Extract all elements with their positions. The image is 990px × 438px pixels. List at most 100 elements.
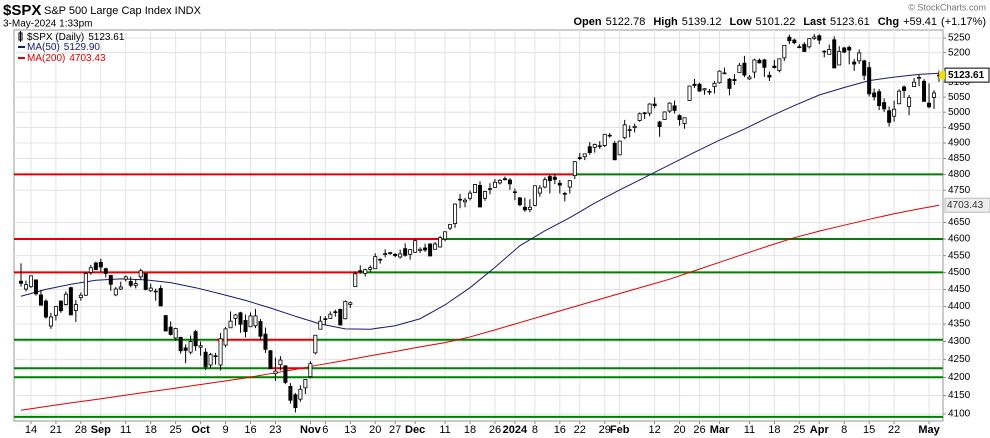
candle-body — [213, 355, 218, 357]
candle-body — [228, 320, 233, 329]
candle-body — [138, 270, 143, 278]
candle-body — [877, 91, 882, 106]
candle-body — [727, 78, 732, 89]
plot-frame — [13, 29, 944, 422]
candle-body — [423, 247, 428, 251]
quote-label: Chg — [878, 16, 899, 28]
quote-value: 5123.61 — [830, 16, 870, 28]
candle-body — [193, 331, 198, 347]
chart-subtitle: S&P 500 Large Cap Index INDX — [44, 5, 202, 17]
candle-body — [323, 318, 328, 320]
candle-body — [597, 145, 602, 148]
candle-body — [338, 308, 343, 326]
candle-body — [672, 105, 677, 111]
candle-body — [183, 347, 188, 351]
candle-body — [393, 253, 398, 257]
y-tick-label: 4900 — [948, 138, 971, 149]
legend-entry: MA(50) 5129.90 — [27, 42, 100, 53]
chart-date: 3-May-2024 1:33pm — [3, 19, 93, 30]
candle-body — [408, 249, 413, 255]
y-tick-label: 5050 — [948, 92, 971, 103]
candle-body — [328, 313, 333, 319]
candle-body — [128, 281, 133, 286]
x-tick-label: Oct — [191, 424, 210, 436]
x-tick-label: 18 — [768, 424, 780, 436]
candle-body — [662, 111, 667, 120]
quote-label: Open — [573, 16, 601, 28]
candle-body — [812, 36, 817, 39]
candle-body — [492, 181, 497, 188]
y-tick-label: 4450 — [948, 284, 971, 295]
candle-body — [348, 302, 353, 305]
candle-body — [932, 92, 937, 98]
candle-body — [592, 144, 597, 148]
candle-body — [697, 83, 702, 92]
price-tag — [944, 197, 990, 213]
candle-body — [38, 294, 43, 306]
candle-body — [248, 315, 253, 328]
candle-body — [83, 273, 88, 296]
y-tick-label: 4250 — [948, 354, 971, 365]
levels — [14, 173, 943, 418]
candle-body — [48, 316, 53, 327]
candle-body — [438, 237, 443, 248]
quote-change-pct: (+1.17%) — [941, 16, 986, 28]
candle-body — [473, 184, 478, 193]
candle-body — [198, 345, 203, 348]
candle-body — [453, 203, 458, 224]
candle-body — [358, 270, 363, 273]
x-tick-label: 25 — [793, 424, 805, 436]
quote-label: High — [653, 16, 678, 28]
candle-body — [123, 276, 128, 280]
candle-body — [497, 179, 502, 184]
x-tick-label: 6 — [322, 424, 328, 436]
candle-body — [113, 288, 118, 296]
candle-body — [882, 102, 887, 110]
candle-body — [847, 46, 852, 51]
y-tick-label: 5250 — [948, 33, 971, 44]
candle-body — [373, 256, 378, 270]
x-tick-label: 26 — [489, 424, 501, 436]
candle-body — [308, 363, 313, 377]
candle-body — [642, 112, 647, 115]
quote: Open 5122.78 High 5139.12 Low 5101.22 Last 5123… — [573, 16, 986, 28]
candle-body — [562, 193, 567, 195]
y-tick-label: 4100 — [948, 409, 971, 420]
candle-body — [468, 192, 473, 199]
candle-body — [747, 76, 752, 80]
candle-body — [757, 59, 762, 64]
chart-title: $SPX — [3, 2, 41, 19]
candle-body — [133, 283, 138, 286]
candle-body — [717, 70, 722, 84]
x-tick-label: 20 — [673, 424, 685, 436]
candle-body — [907, 97, 912, 107]
candle-body — [273, 370, 278, 375]
candle-body — [572, 161, 577, 176]
x-tick-label: Dec — [405, 424, 425, 436]
candle-body — [872, 92, 877, 98]
candle-body — [218, 338, 223, 366]
candle-body — [782, 44, 787, 59]
x-tick-label: 15 — [863, 424, 875, 436]
candle-body — [792, 39, 797, 44]
candle-body — [278, 359, 283, 366]
price-tag-label: 5123.61 — [948, 70, 985, 81]
candle-body — [403, 248, 408, 256]
ma-line — [20, 72, 940, 330]
candle-body — [682, 117, 687, 124]
candle-body — [527, 206, 532, 210]
candle-body — [857, 52, 862, 62]
candle-body — [837, 51, 842, 66]
x-tick-label: Feb — [610, 424, 630, 436]
x-tick-label: Sep — [91, 424, 111, 436]
candle-body — [173, 328, 178, 339]
y-tick-label: 5000 — [948, 107, 971, 118]
x-tick-label: 27 — [389, 424, 401, 436]
current-marker — [939, 71, 945, 80]
candle-body — [93, 262, 98, 271]
candle-body — [413, 240, 418, 253]
x-tick-label: May — [918, 424, 940, 436]
x-tick-label: 9 — [222, 424, 228, 436]
x-tick-label: Apr — [810, 424, 830, 436]
candle-body — [522, 206, 527, 211]
